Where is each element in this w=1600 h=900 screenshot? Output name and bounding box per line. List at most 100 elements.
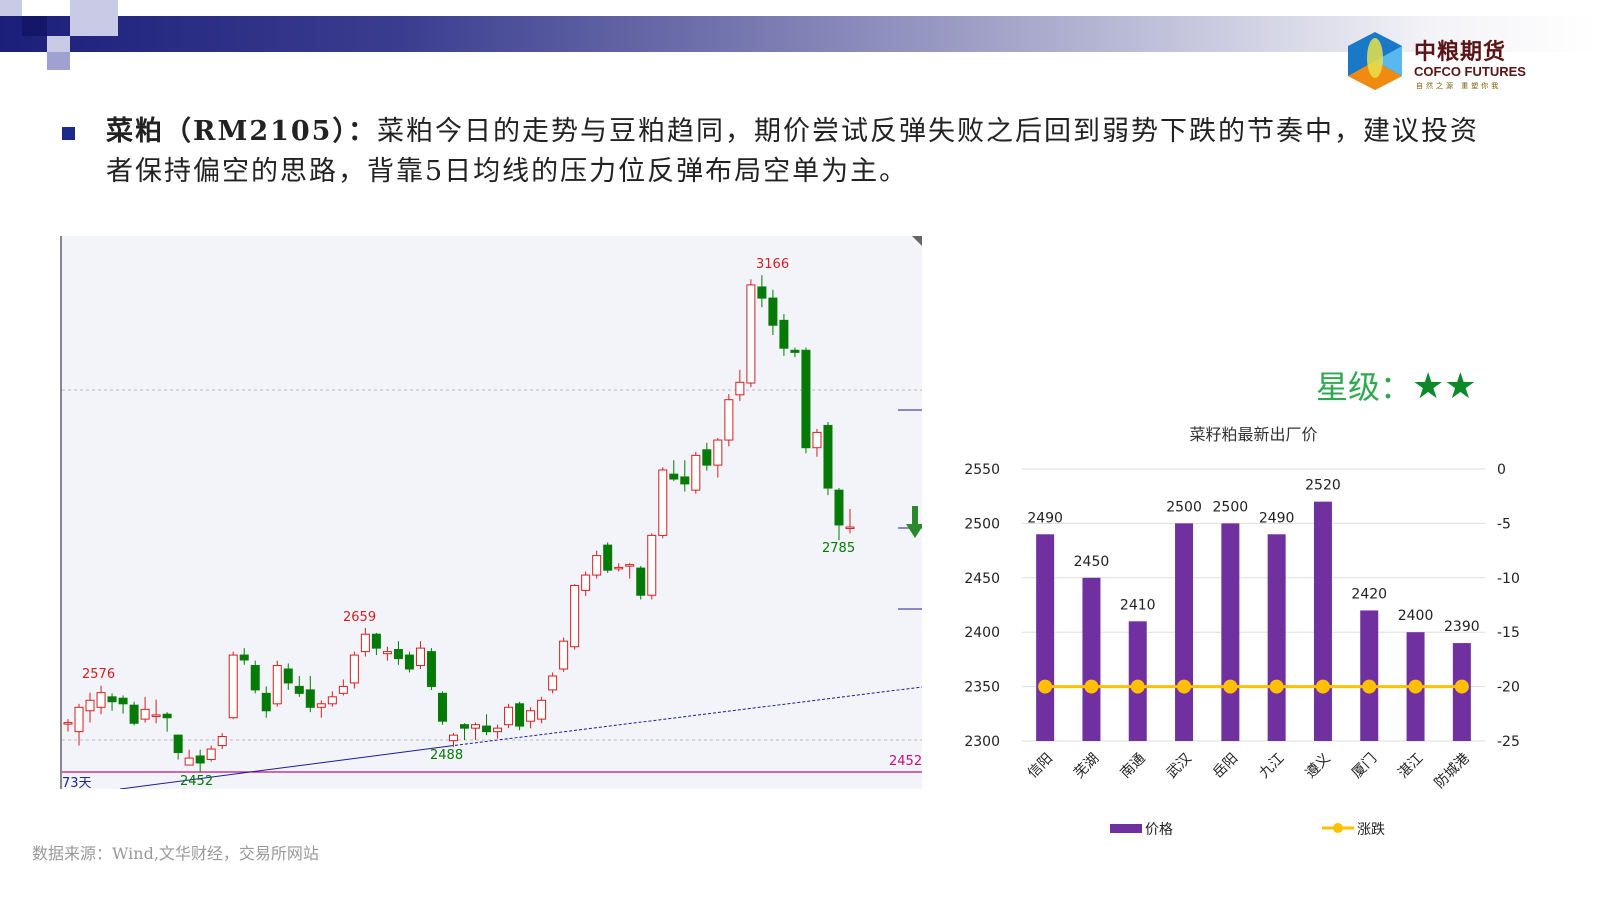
candle-body <box>812 431 822 449</box>
line-point <box>1362 679 1377 694</box>
candlestick-chart <box>60 236 922 789</box>
candle-body <box>559 640 569 670</box>
commentary-text: 菜粕今日的走势与豆粕趋同，期价尝试反弹失败之后回到弱势下跌的节奏中，建议投资者保… <box>106 116 1479 187</box>
y-tick-left: 2400 <box>964 625 1000 641</box>
commentary: 菜粕（RM2105）：菜粕今日的走势与豆粕趋同，期价尝试反弹失败之后回到弱势下跌… <box>106 112 1506 192</box>
deco-square <box>0 0 22 16</box>
bar <box>1313 501 1332 741</box>
candle-body <box>702 449 712 466</box>
candle-body <box>790 349 800 353</box>
legend-swatch-price <box>1110 824 1142 833</box>
candle-body <box>371 633 381 649</box>
candle-body <box>305 689 315 708</box>
bar-label: 2410 <box>1120 597 1156 613</box>
bullet-icon <box>62 127 75 140</box>
candle-body <box>382 651 392 655</box>
bar-label: 2520 <box>1305 478 1341 494</box>
candle-body <box>779 319 789 349</box>
line-point <box>1038 679 1053 694</box>
y-tick-left: 2450 <box>964 571 1000 587</box>
candle-body <box>393 649 403 660</box>
candle-body <box>471 724 481 729</box>
trend-line <box>119 745 451 789</box>
trend-line-dashed <box>449 686 922 747</box>
candle-body <box>625 564 635 567</box>
logo-slogan: 自然之源 重塑你我 <box>1416 82 1502 90</box>
bar-label: 2390 <box>1444 619 1480 635</box>
candle-body <box>482 725 492 733</box>
bar-label: 2500 <box>1166 499 1202 515</box>
candle-body <box>548 675 558 691</box>
line-point <box>1084 679 1099 694</box>
x-tick: 武汉 <box>1164 751 1195 782</box>
legend-marker <box>1333 823 1343 833</box>
y-tick-left: 2500 <box>964 516 1000 532</box>
star-icon: ★★ <box>1412 366 1477 407</box>
candle-body <box>261 692 271 712</box>
candle-body <box>570 585 580 648</box>
bar-label: 2450 <box>1074 554 1110 570</box>
candle-body <box>581 574 591 591</box>
bar <box>1036 534 1055 741</box>
candle-body <box>217 736 227 747</box>
label-days: 73天 <box>62 776 92 791</box>
x-tick: 遵义 <box>1302 750 1334 782</box>
candle-body <box>768 297 778 326</box>
candle-body <box>250 665 260 691</box>
candle-body <box>669 473 679 480</box>
candle-body <box>239 654 249 661</box>
label-2576: 2576 <box>82 667 116 682</box>
candle-body <box>834 489 844 526</box>
line-point <box>1269 679 1284 694</box>
legend-price: 价格 <box>1145 822 1173 838</box>
candle-body <box>801 349 811 449</box>
candle-body <box>713 439 723 466</box>
legend-change: 涨跌 <box>1357 822 1385 838</box>
candle-body <box>724 399 734 441</box>
candle-body <box>349 654 359 684</box>
data-source: 数据来源：Wind,文华财经，交易所网站 <box>32 844 319 863</box>
label-low: 2785 <box>822 541 856 556</box>
line-point <box>1223 679 1238 694</box>
candle-body <box>658 469 668 536</box>
candle-body <box>74 706 84 733</box>
candle-body <box>647 534 657 596</box>
y-tick-right: -20 <box>1497 680 1520 696</box>
candle-body <box>426 651 436 687</box>
bar-chart: 菜籽粕最新出厂价 2550 2500 2450 2400 2350 2300 0 -5 -10 -1… <box>964 425 1520 838</box>
cube-logo-icon <box>1348 32 1402 90</box>
candle-body <box>493 727 503 733</box>
candle-body <box>603 544 613 571</box>
header-banner <box>0 16 1600 52</box>
candle-body <box>338 685 348 694</box>
bar-label: 2490 <box>1259 510 1295 526</box>
commentary-title: 菜粕（RM2105）： <box>106 116 377 147</box>
bar <box>1360 610 1379 741</box>
y-tick-left: 2300 <box>964 734 1000 750</box>
candle-body <box>184 757 194 766</box>
candle-body <box>173 734 183 754</box>
candle-body <box>823 424 833 489</box>
y-tick-right: 0 <box>1497 462 1506 478</box>
candle-body <box>327 696 337 705</box>
candle-body <box>360 633 370 653</box>
deco-square <box>47 36 70 52</box>
candle-body <box>537 699 547 720</box>
bar <box>1267 534 1286 741</box>
y-tick-left: 2350 <box>964 680 1000 696</box>
candle-body <box>316 703 326 708</box>
candle-body <box>129 704 139 724</box>
x-tick: 厦门 <box>1349 751 1380 782</box>
line-point <box>1177 679 1192 694</box>
candle-body <box>680 476 690 485</box>
cofco-logo: 中粮期货 COFCO FUTURES 自然之源 重塑你我 <box>1344 30 1544 96</box>
x-tick: 南通 <box>1117 751 1148 782</box>
candle-body <box>151 714 161 717</box>
y-tick-left: 2550 <box>964 462 1000 478</box>
deco-square <box>47 52 70 70</box>
candle-body <box>294 685 304 694</box>
candle-body <box>96 692 106 708</box>
deco-square <box>22 16 47 36</box>
bar <box>1175 523 1194 741</box>
candle-body <box>162 713 172 719</box>
